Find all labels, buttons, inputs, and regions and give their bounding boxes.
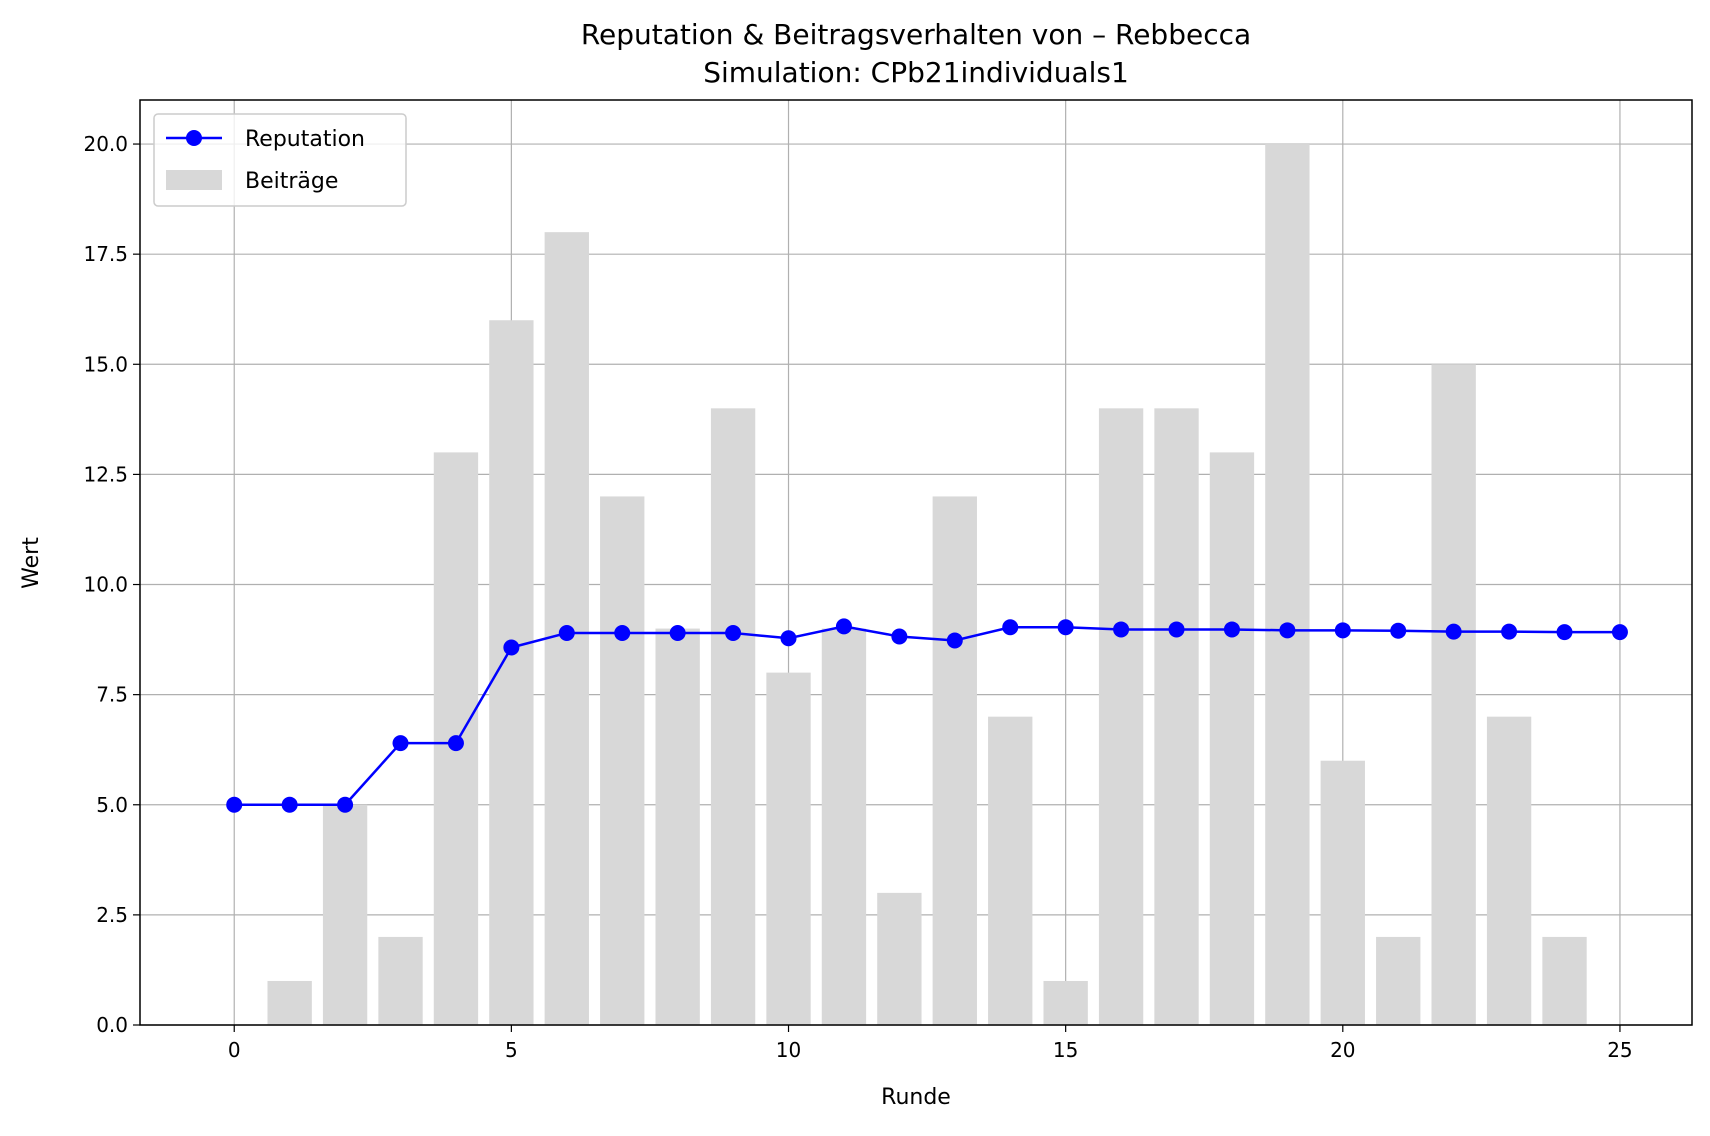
- reputation-point: [1611, 624, 1628, 641]
- reputation-point: [835, 618, 852, 635]
- bar-beitrag: [1542, 936, 1587, 1025]
- bar-beitrag: [710, 408, 756, 1025]
- reputation-point: [1002, 619, 1019, 636]
- legend-bar-swatch: [166, 170, 222, 190]
- y-tick-label: 0.0: [96, 1013, 128, 1037]
- reputation-point: [1057, 619, 1074, 636]
- reputation-point: [614, 624, 631, 641]
- reputation-point: [725, 624, 742, 641]
- bar-beitrag: [1376, 936, 1421, 1025]
- chart-title: Reputation & Beitragsverhalten von – Reb…: [581, 18, 1251, 51]
- y-tick-label: 2.5: [96, 903, 128, 927]
- plot-frame: [139, 99, 1693, 1026]
- reputation-point: [1390, 622, 1407, 639]
- reputation-line: [234, 625, 1620, 807]
- x-tick-label: 10: [776, 1038, 801, 1062]
- bar-beitrag: [821, 628, 867, 1025]
- reputation-point: [392, 735, 409, 752]
- reputation-point: [1556, 624, 1573, 641]
- legend: Reputation Beiträge: [153, 113, 407, 207]
- reputation-point: [1279, 622, 1296, 639]
- bar-beitrag: [600, 496, 645, 1025]
- legend-label-beitraege: Beiträge: [245, 169, 338, 194]
- bar-beitrag: [1098, 408, 1144, 1025]
- y-tick-label: 15.0: [83, 352, 128, 376]
- reputation-point: [226, 796, 243, 813]
- x-axis-ticks: 0 5 10 15 20 25: [228, 1025, 1633, 1062]
- bar-beitrag: [1154, 408, 1199, 1025]
- y-axis-ticks: 0.0 2.5 5.0 7.5 10.0 12.5 15.0 17.5 20.0: [83, 132, 140, 1037]
- bar-beitrag: [267, 980, 312, 1025]
- bar-beitrag: [1265, 144, 1310, 1026]
- reputation-point: [1445, 623, 1462, 640]
- y-tick-label: 7.5: [96, 683, 128, 707]
- bar-beitrag: [766, 672, 811, 1025]
- x-tick-label: 0: [228, 1038, 241, 1062]
- bar-beitrag: [1486, 716, 1532, 1025]
- reputation-point: [1168, 621, 1185, 638]
- reputation-point: [780, 630, 797, 647]
- reputation-point: [1113, 621, 1130, 638]
- bar-beitrag: [1043, 980, 1088, 1025]
- legend-marker-swatch: [186, 130, 202, 146]
- x-tick-label: 15: [1053, 1038, 1078, 1062]
- x-tick-label: 25: [1607, 1038, 1632, 1062]
- bar-beitrag: [988, 716, 1033, 1025]
- line-series-reputation: [226, 618, 1628, 813]
- bar-beitrag: [1320, 760, 1365, 1025]
- legend-label-reputation: Reputation: [245, 127, 365, 152]
- reputation-point: [946, 632, 963, 649]
- reputation-point: [1223, 621, 1240, 638]
- reputation-point: [558, 624, 575, 641]
- x-tick-label: 20: [1330, 1038, 1355, 1062]
- reputation-point: [447, 735, 464, 752]
- bar-beitrag: [932, 496, 977, 1025]
- chart-subtitle: Simulation: CPb21individuals1: [703, 56, 1129, 89]
- y-tick-label: 10.0: [83, 573, 128, 597]
- bar-beitrag: [378, 936, 423, 1025]
- reputation-point: [281, 796, 298, 813]
- bar-beitrag: [322, 804, 368, 1025]
- reputation-point: [669, 624, 686, 641]
- bar-beitrag: [1431, 364, 1476, 1025]
- y-tick-label: 20.0: [83, 132, 128, 156]
- bar-beitrag: [655, 628, 700, 1025]
- bar-beitrag: [1209, 452, 1255, 1025]
- reputation-point: [891, 628, 908, 645]
- reputation-point: [1501, 623, 1518, 640]
- x-tick-label: 5: [505, 1038, 518, 1062]
- reputation-point: [337, 796, 354, 813]
- y-axis-label: Wert: [19, 537, 44, 589]
- reputation-point: [503, 639, 520, 656]
- y-tick-label: 12.5: [83, 462, 128, 486]
- bar-beitrag: [877, 892, 922, 1025]
- y-tick-label: 17.5: [83, 242, 128, 266]
- y-tick-label: 5.0: [96, 793, 128, 817]
- reputation-point: [1334, 622, 1351, 639]
- x-axis-label: Runde: [881, 1085, 951, 1110]
